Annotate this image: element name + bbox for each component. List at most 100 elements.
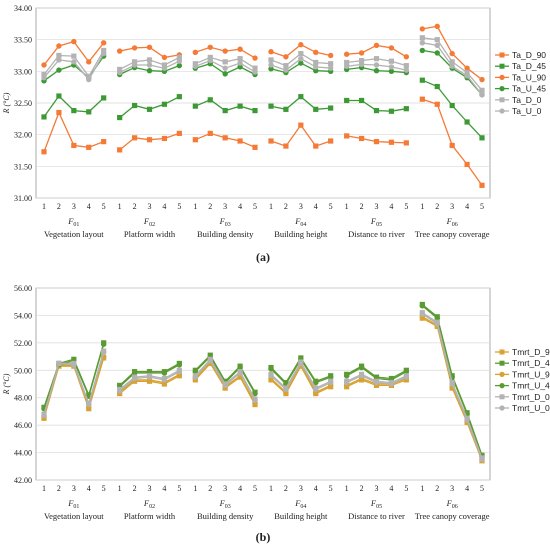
data-point	[268, 66, 274, 72]
data-point	[192, 374, 199, 380]
panel-caption: (a)	[256, 250, 270, 264]
data-point	[449, 50, 455, 57]
data-point	[434, 101, 440, 107]
group-name: Distance to river	[348, 511, 405, 521]
data-point	[100, 40, 107, 46]
legend-label: Ta_D_45	[512, 61, 546, 71]
legend-marker	[499, 52, 505, 58]
legend-label: Tmrt_D_0	[512, 392, 550, 402]
data-point	[161, 377, 168, 383]
y-axis-label-group: R (°C)	[2, 92, 11, 114]
data-point	[131, 62, 138, 68]
data-point	[298, 51, 304, 57]
data-point	[344, 133, 350, 139]
x-tick-label: 1	[42, 484, 46, 493]
data-point	[464, 161, 470, 168]
legend-marker	[499, 371, 505, 377]
data-point	[479, 135, 485, 141]
data-point	[298, 55, 304, 62]
group-name: Tree canopy coverage	[415, 229, 490, 239]
x-tick-label: 3	[450, 484, 454, 493]
data-point	[313, 143, 319, 149]
data-point	[449, 59, 455, 65]
group-name: Building height	[274, 229, 328, 239]
x-tick-label: 5	[480, 484, 484, 493]
x-tick-label: 2	[208, 484, 212, 493]
data-point	[388, 381, 395, 387]
data-point	[283, 54, 289, 60]
data-point	[298, 122, 304, 128]
data-point	[207, 97, 213, 103]
data-point	[237, 364, 243, 371]
data-point	[388, 108, 395, 114]
data-point	[131, 102, 138, 109]
data-point	[373, 379, 380, 386]
data-point	[131, 135, 138, 141]
series-Ta_D_45	[41, 77, 485, 141]
x-tick-label: 4	[389, 202, 393, 211]
legend-label: Tmrt_D_90	[512, 347, 550, 357]
data-point	[283, 106, 289, 112]
data-point	[41, 74, 47, 81]
y-tick-label: 42.00	[14, 476, 32, 485]
group-code: F03	[219, 216, 231, 228]
data-point	[86, 144, 92, 150]
group-name: Building density	[197, 511, 254, 521]
y-tick-label: 32.50	[14, 99, 32, 108]
data-point	[358, 50, 365, 56]
x-tick-label: 2	[284, 484, 288, 493]
group-name: Tree canopy coverage	[415, 511, 490, 521]
series-Tmrt_U_0	[41, 311, 485, 463]
data-point	[419, 303, 426, 309]
data-point	[176, 362, 183, 368]
x-tick-label: 1	[42, 202, 46, 211]
data-point	[358, 135, 365, 142]
data-point	[146, 106, 153, 112]
data-point	[146, 62, 153, 68]
data-point	[41, 412, 47, 419]
data-point	[56, 52, 62, 59]
x-tick-label: 2	[57, 202, 61, 211]
group-code-sub: 04	[300, 504, 306, 510]
data-point	[117, 147, 123, 153]
group-code-main: F	[219, 498, 226, 508]
legend-label: Tmrt_U_45	[512, 381, 550, 391]
group-code-main: F	[219, 216, 226, 226]
data-point	[207, 54, 213, 60]
legend-label: Ta_D_90	[512, 50, 546, 60]
data-point	[71, 108, 77, 114]
data-point	[237, 46, 243, 52]
x-tick-label: 5	[177, 484, 181, 493]
data-point	[176, 94, 182, 100]
data-point	[268, 138, 274, 144]
x-tick-label: 4	[162, 202, 166, 211]
x-tick-label: 2	[284, 202, 288, 211]
data-point	[146, 44, 153, 50]
legend-marker	[499, 108, 505, 114]
data-point	[388, 58, 395, 64]
data-point	[252, 108, 258, 114]
x-tick-label: 1	[420, 202, 424, 211]
data-point	[86, 76, 92, 83]
data-point	[161, 101, 168, 107]
data-point	[434, 50, 440, 56]
data-point	[41, 149, 47, 155]
group-code: F01	[67, 216, 79, 228]
y-tick-label: 31.50	[14, 162, 32, 171]
x-tick-label: 1	[269, 484, 273, 493]
data-point	[434, 320, 440, 327]
legend-label: Ta_U_0	[512, 106, 542, 116]
y-tick-label: 54.00	[14, 311, 32, 320]
x-tick-label: 3	[375, 202, 379, 211]
data-point	[298, 360, 304, 367]
x-tick-label: 1	[193, 202, 197, 211]
data-point	[283, 67, 289, 73]
data-point	[237, 60, 243, 66]
x-tick-label: 3	[72, 484, 76, 493]
group-code-sub: 01	[73, 222, 79, 228]
legend-label: Ta_D_0	[512, 95, 542, 105]
data-point	[222, 382, 228, 389]
y-tick-label: 52.00	[14, 339, 32, 348]
data-point	[313, 68, 319, 74]
x-tick-label: 3	[299, 484, 303, 493]
